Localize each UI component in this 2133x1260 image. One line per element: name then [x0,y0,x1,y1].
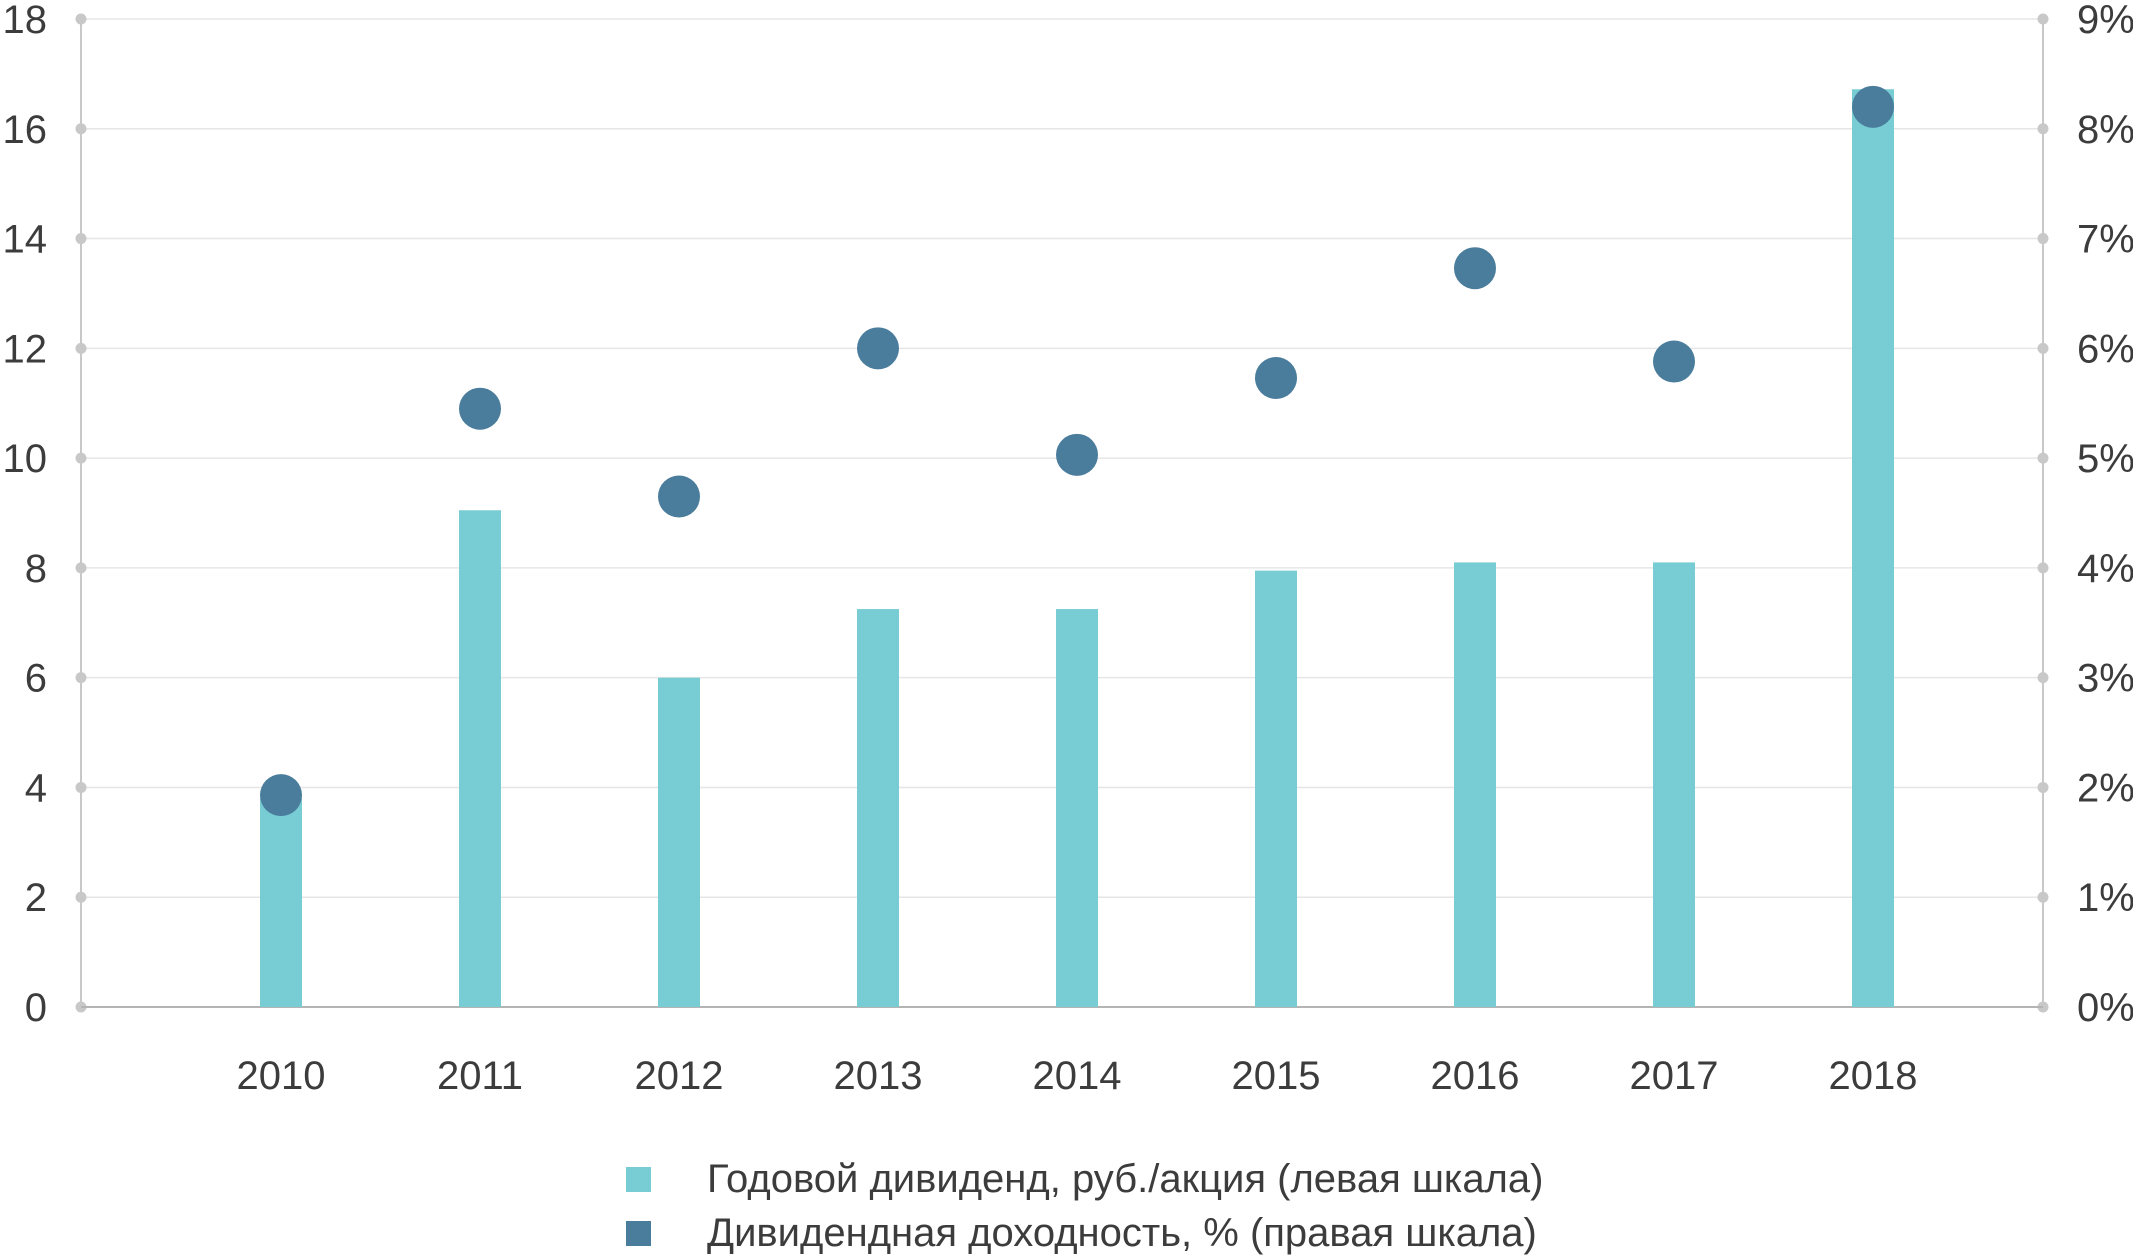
y-left-tick-label: 12 [3,327,48,371]
data-point [260,774,302,816]
x-tick-label: 2012 [635,1054,724,1098]
y-right-tick-label: 0% [2077,986,2133,1030]
y-left-tick-label: 2 [25,876,47,920]
bar [1454,562,1496,1007]
y-right-tick-label: 8% [2077,108,2133,152]
y-right-tick-label: 5% [2077,437,2133,481]
bar [1852,89,1894,1007]
legend-label-dividend: Годовой дивиденд, руб./акция (левая шкал… [707,1157,1543,1202]
legend-swatch-yield [626,1221,651,1246]
legend-item-yield: Дивидендная доходность, % (правая шкала) [626,1206,1543,1260]
x-tick-label: 2011 [437,1054,523,1098]
bar [658,678,700,1007]
data-point [1255,357,1297,399]
bar [1255,571,1297,1007]
x-tick-label: 2016 [1431,1054,1520,1098]
bar [1653,562,1695,1007]
y-left-tick-label: 8 [25,547,47,591]
x-tick-label: 2015 [1232,1054,1321,1098]
legend-item-dividend: Годовой дивиденд, руб./акция (левая шкал… [626,1152,1543,1206]
y-left-tick-label: 16 [3,108,48,152]
y-right-tick-label: 7% [2077,218,2133,262]
bar-series [260,89,1894,1007]
bar [1056,609,1098,1007]
y-right-tick-label: 6% [2077,327,2133,371]
y-left-tick-label: 14 [3,218,48,262]
data-point [1056,434,1098,476]
y-right-tick-label: 4% [2077,547,2133,591]
y-left-tick-label: 10 [3,437,48,481]
data-point [857,327,899,369]
data-point [658,476,700,518]
x-tick-label: 2010 [237,1054,326,1098]
y-left-tick-label: 18 [3,0,48,42]
y-right-tick-label: 9% [2077,0,2133,42]
x-tick-label: 2018 [1829,1054,1918,1098]
data-point [459,388,501,430]
x-tick-label: 2014 [1033,1054,1122,1098]
legend: Годовой дивиденд, руб./акция (левая шкал… [626,1152,1543,1260]
y-right-tick-label: 2% [2077,766,2133,810]
y-right-tick-label: 3% [2077,657,2133,701]
bar [857,609,899,1007]
data-point [1653,341,1695,383]
data-point [1454,247,1496,289]
bar [260,798,302,1007]
y-left-tick-label: 0 [25,986,47,1030]
legend-swatch-dividend [626,1167,651,1192]
data-point [1852,86,1894,128]
y-left-tick-label: 4 [25,766,47,810]
chart-area: 0 0% 2 1% 4 2% 6 3% 8 4% 10 5% 12 6% 14 7% 16 8% 18 9% 2010 2… [0,0,2133,1150]
legend-label-yield: Дивидендная доходность, % (правая шкала) [707,1211,1537,1256]
y-left-tick-label: 6 [25,657,47,701]
x-tick-label: 2017 [1630,1054,1719,1098]
y-right-tick-label: 1% [2077,876,2133,920]
x-tick-label: 2013 [834,1054,923,1098]
bar [459,510,501,1007]
